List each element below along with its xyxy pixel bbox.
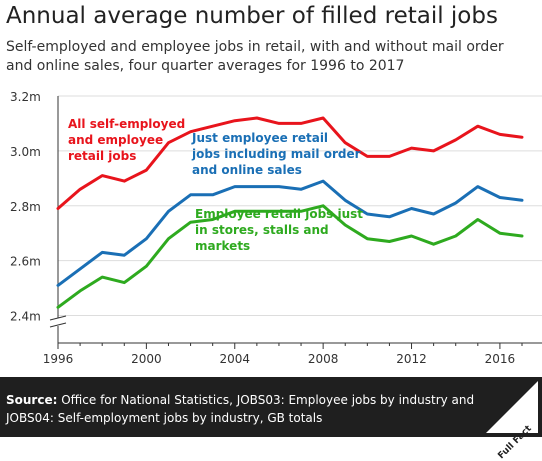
series-label-line: in stores, stalls and — [195, 223, 329, 237]
source-note: Source: Office for National Statistics, … — [6, 391, 476, 427]
source-label: Source: — [6, 393, 58, 407]
series-line-employee_stores — [56, 204, 524, 309]
series-lines — [56, 116, 524, 309]
y-tick-label: 3.0m — [10, 145, 41, 159]
logo-triangle-icon — [486, 381, 538, 433]
series-label-line: markets — [195, 239, 250, 253]
axis-break-gap — [50, 318, 66, 326]
series-line-employee_online — [56, 179, 524, 287]
chart-title: Annual average number of filled retail j… — [6, 3, 498, 29]
y-tick-label: 2.4m — [10, 310, 41, 324]
series-label-line: and employee — [68, 133, 163, 147]
axis-break-mark — [49, 315, 67, 321]
series-label-line: and online sales — [192, 163, 302, 177]
series-label-line: Employee retail jobs just — [195, 207, 363, 221]
x-tick-label: 2000 — [131, 352, 162, 366]
series-label-employee_stores: Employee retail jobs just in stores, stal… — [195, 207, 363, 253]
line-chart: 2.4m 2.6m 2.8m 3.0m 3.2m 1996 2000 2004 2008 2012… — [10, 90, 542, 366]
x-tick-label: 1996 — [43, 352, 74, 366]
x-tick-label: 2016 — [485, 352, 516, 366]
x-tick-label: 2008 — [308, 352, 339, 366]
series-line-self_employed — [56, 116, 524, 210]
series-label-line: jobs including mail order — [191, 147, 361, 161]
y-tick-label: 2.8m — [10, 200, 41, 214]
full-fact-logo — [486, 381, 538, 433]
x-tick-label: 2004 — [219, 352, 250, 366]
axis-break-mark — [49, 322, 67, 328]
series-label-line: retail jobs — [68, 149, 136, 163]
series-label-employee_online: Just employee retail jobs including mail … — [191, 131, 361, 177]
source-text: Office for National Statistics, JOBS03: … — [6, 393, 475, 425]
chart-subtitle: Self-employed and employee jobs in retai… — [6, 39, 504, 74]
series-labels: All self-employed and employee retail jobs… — [68, 117, 363, 253]
series-label-self_employed: All self-employed and employee retail jobs — [68, 117, 185, 163]
series-label-line: Just employee retail — [191, 131, 328, 145]
y-tick-label: 3.2m — [10, 90, 41, 104]
y-tick-label: 2.6m — [10, 255, 41, 269]
gridlines — [58, 95, 542, 317]
x-tick-label: 2012 — [396, 352, 427, 366]
axes: 2.4m 2.6m 2.8m 3.0m 3.2m 1996 2000 2004 2008 2012… — [10, 90, 542, 366]
series-label-line: All self-employed — [68, 117, 185, 131]
source-footer: Source: Office for National Statistics, … — [0, 377, 542, 461]
